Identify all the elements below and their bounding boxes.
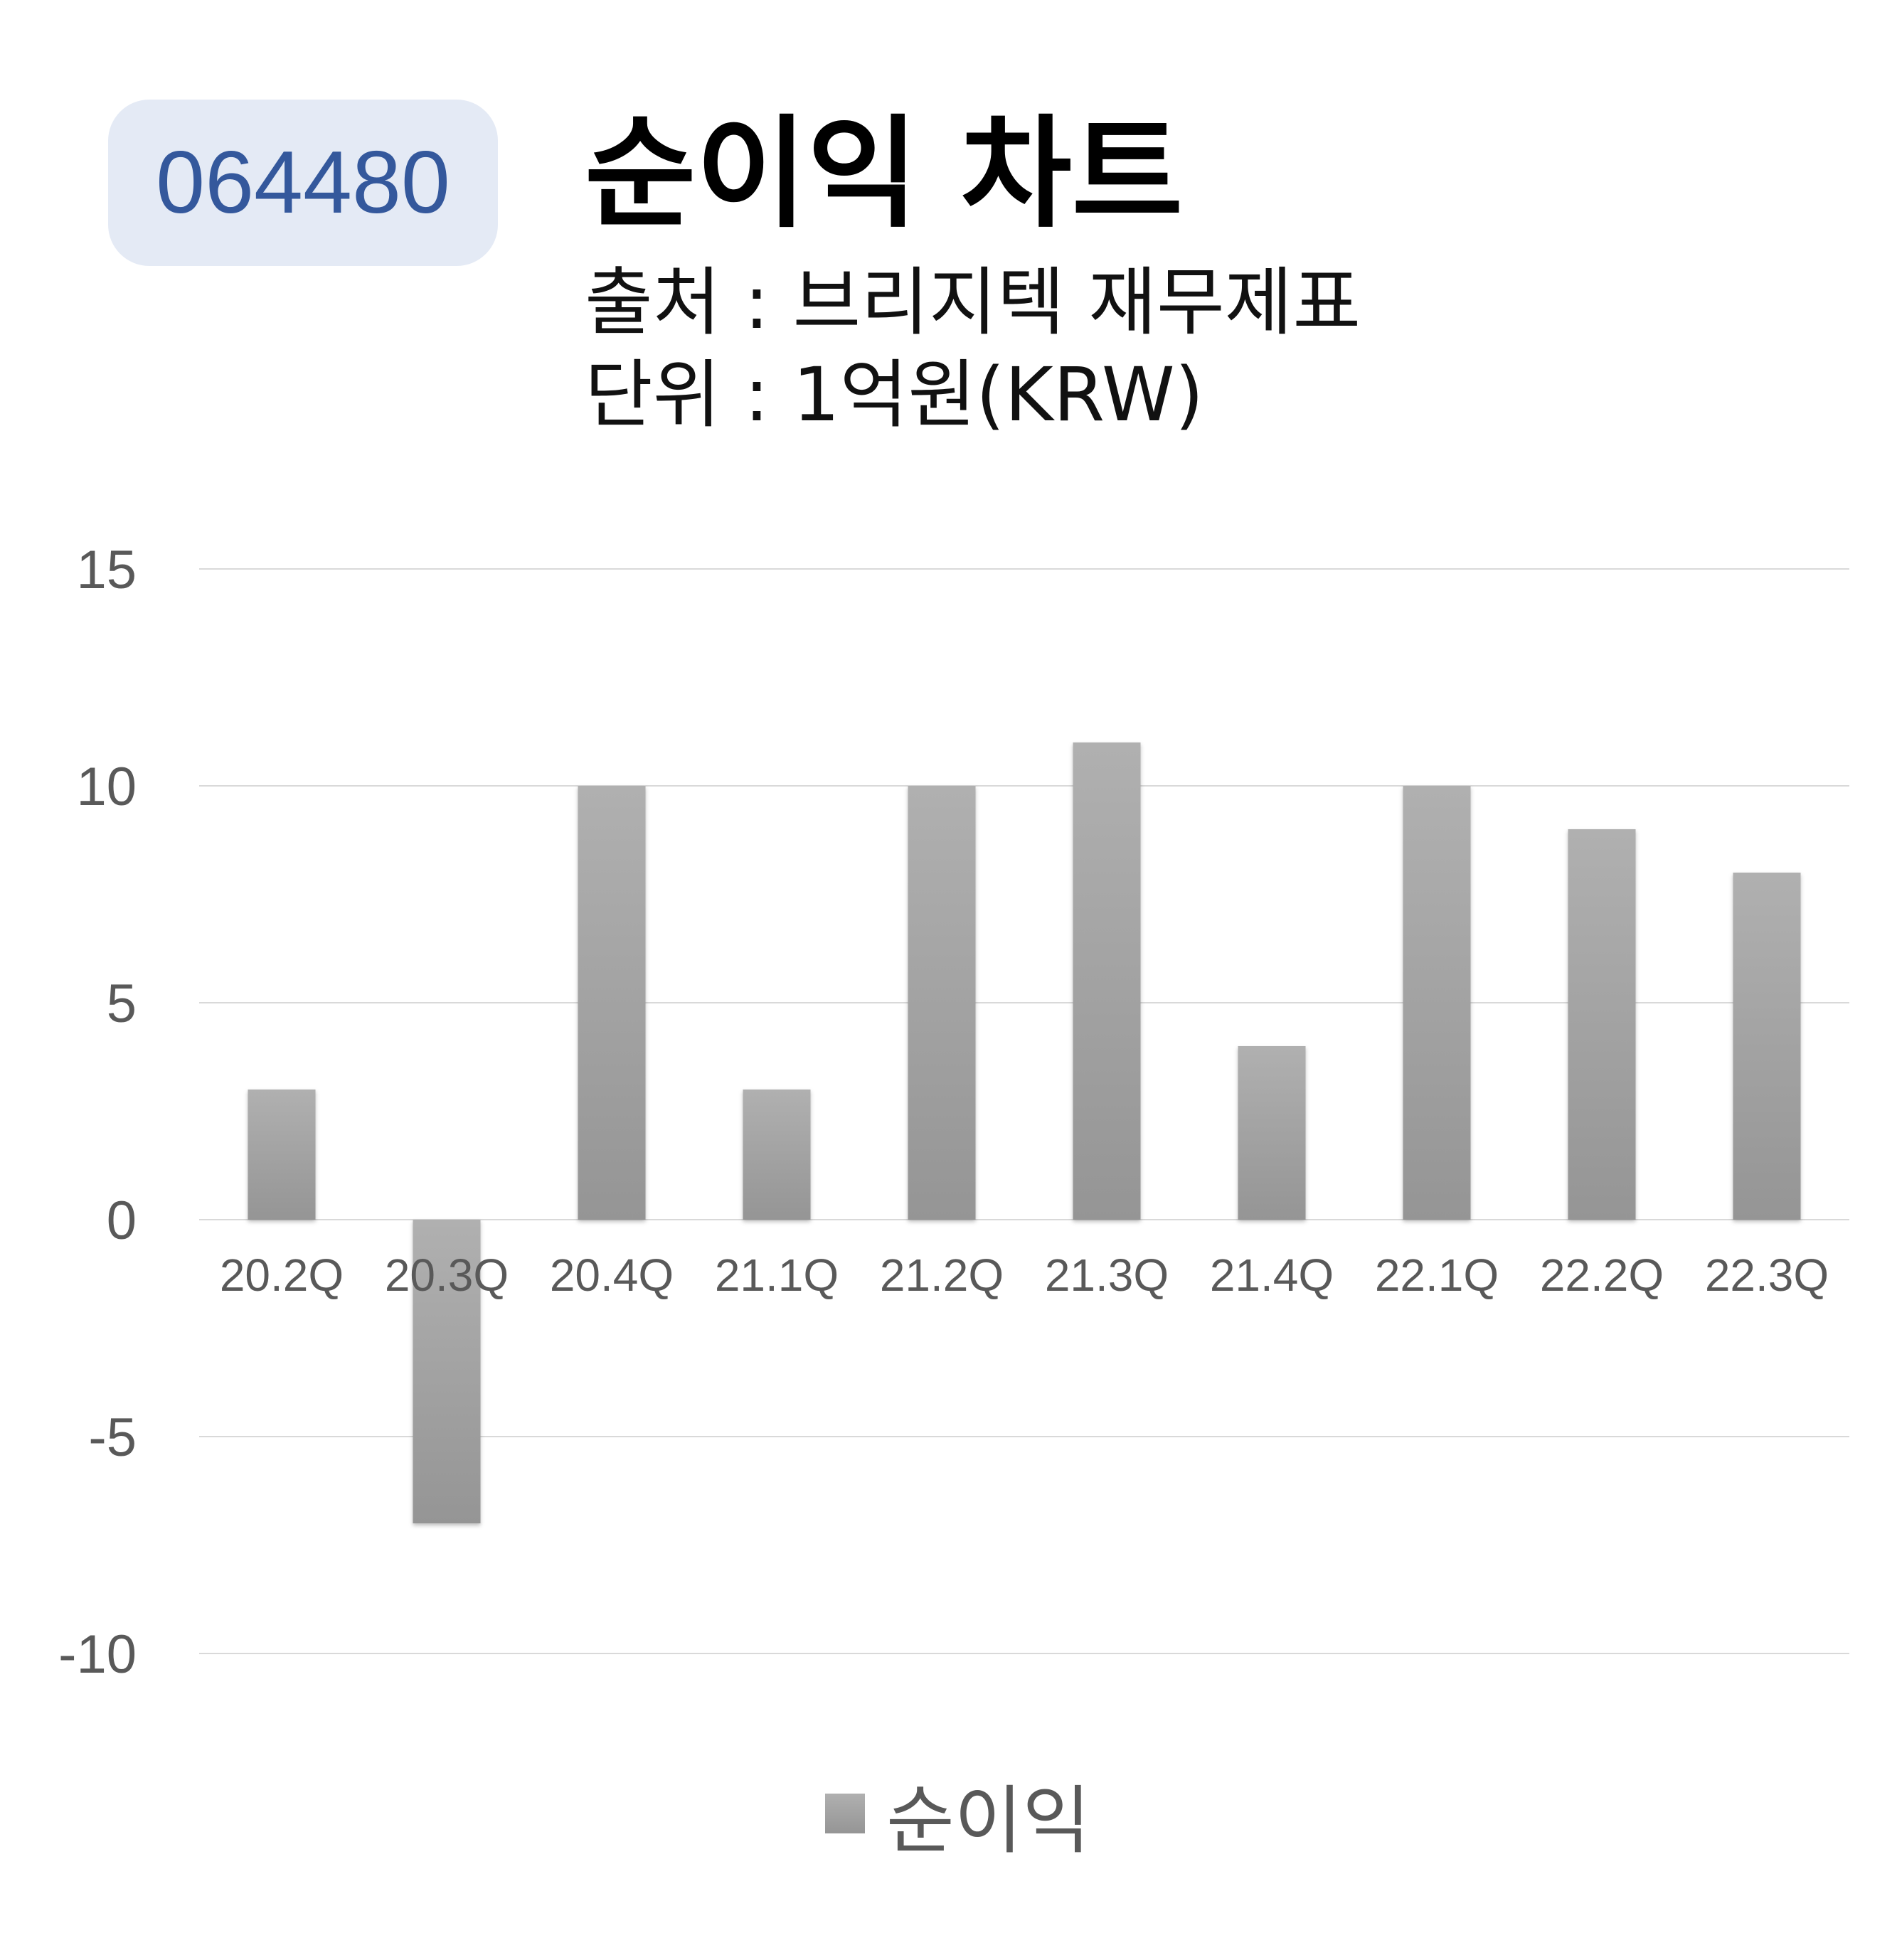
bar-21.1Q xyxy=(743,1090,811,1220)
x-tick-label: 22.2Q xyxy=(1540,1250,1664,1301)
chart-unit: 단위 : 1억원(KRW) xyxy=(585,351,1204,438)
bar-21.2Q xyxy=(908,786,976,1220)
y-tick-label: -5 xyxy=(88,1407,137,1468)
y-axis-ticks: 15 10 5 0 -5 -10 xyxy=(58,540,137,1685)
y-tick-label: -10 xyxy=(58,1624,137,1685)
x-tick-label: 20.2Q xyxy=(220,1250,344,1301)
x-tick-label: 21.2Q xyxy=(880,1250,1004,1301)
legend-swatch xyxy=(825,1794,865,1833)
chart-title: 순이익 차트 xyxy=(585,104,1184,245)
bar-21.4Q xyxy=(1238,1046,1306,1220)
y-tick-label: 15 xyxy=(76,540,137,600)
legend: 순이익 xyxy=(825,1771,1090,1864)
y-tick-label: 0 xyxy=(107,1191,137,1251)
bars xyxy=(248,742,1801,1523)
x-tick-label: 22.1Q xyxy=(1375,1250,1499,1301)
x-tick-label: 22.3Q xyxy=(1705,1250,1829,1301)
bar-20.4Q xyxy=(578,786,646,1220)
bar-22.2Q xyxy=(1568,829,1636,1220)
bar-20.3Q xyxy=(413,1220,481,1523)
x-tick-label: 20.4Q xyxy=(550,1250,674,1301)
y-tick-label: 5 xyxy=(107,974,137,1034)
bar-21.3Q xyxy=(1073,742,1141,1220)
x-tick-label: 20.3Q xyxy=(385,1250,509,1301)
x-tick-label: 21.3Q xyxy=(1045,1250,1169,1301)
stock-code-badge: 064480 xyxy=(108,100,498,266)
y-tick-label: 10 xyxy=(76,757,137,817)
bar-22.1Q xyxy=(1403,786,1471,1220)
x-axis-ticks: 20.2Q 20.3Q 20.4Q 21.1Q 21.2Q 21.3Q 21.4Q 22.1Q… xyxy=(220,1250,1829,1301)
bar-20.2Q xyxy=(248,1090,316,1220)
legend-label: 순이익 xyxy=(886,1777,1091,1864)
bar-22.3Q xyxy=(1733,873,1801,1220)
x-tick-label: 21.4Q xyxy=(1210,1250,1334,1301)
x-tick-label: 21.1Q xyxy=(715,1250,839,1301)
chart-source: 출처 : 브리지텍 재무제표 xyxy=(585,259,1361,346)
stock-code: 064480 xyxy=(156,134,450,232)
